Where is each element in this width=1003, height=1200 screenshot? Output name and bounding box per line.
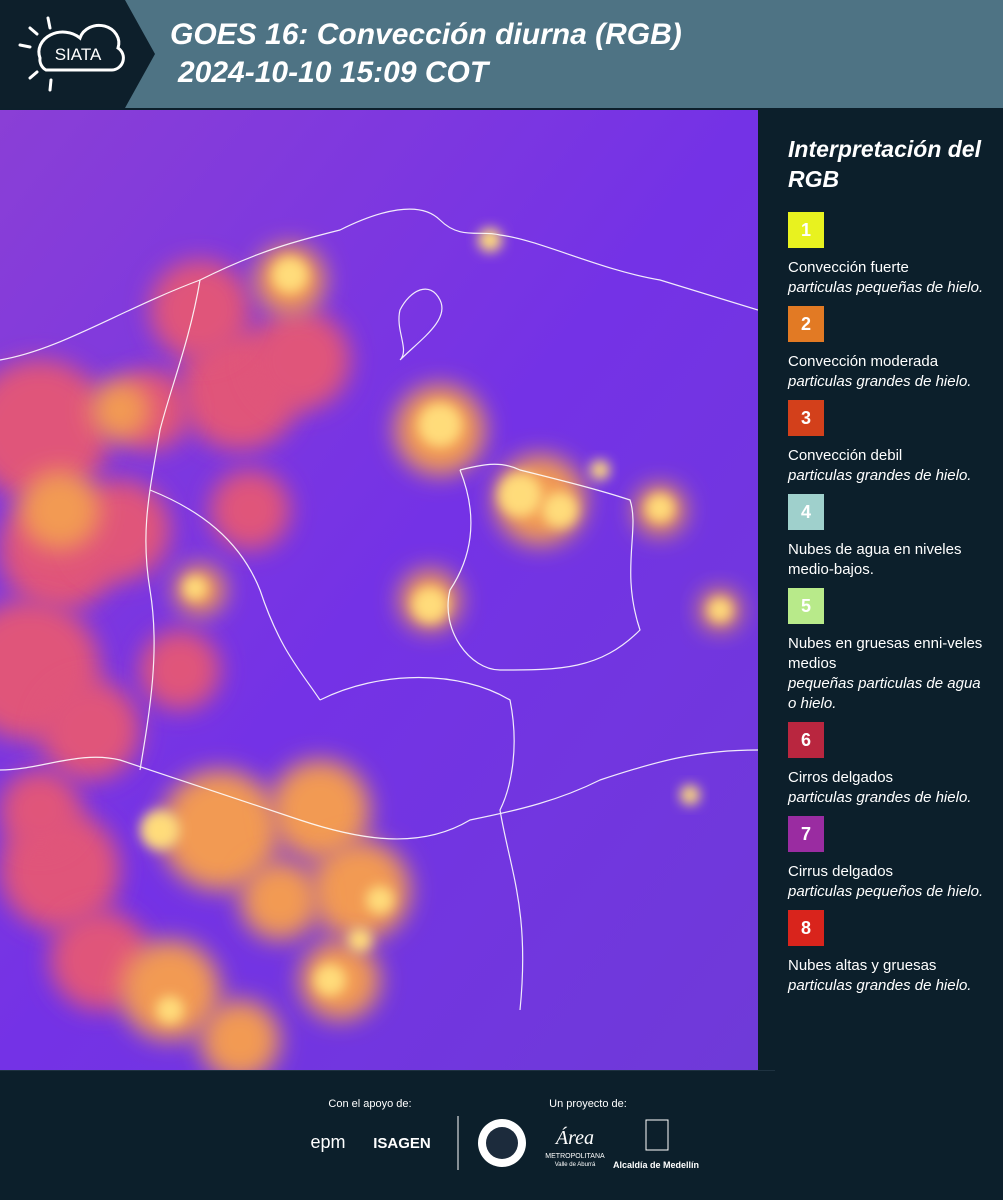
sponsor-epm: epm (310, 1132, 345, 1152)
legend-item: 2 Convección moderada particulas grandes d… (788, 306, 988, 392)
cloud (708, 598, 732, 622)
cloud (498, 473, 542, 517)
legend-item-title: Nubes en gruesas enni-veles medios (788, 635, 983, 672)
legend: Interpretación del RGB 1 Convección fuert… (788, 134, 988, 1004)
legend-item: 4 Nubes de agua en niveles medio-bajos. (788, 494, 988, 580)
area-sub: METROPOLITANA (545, 1153, 605, 1160)
cloud (183, 576, 207, 600)
cloud (240, 860, 320, 940)
legend-item: 3 Convección debil particulas grandes de h… (788, 400, 988, 486)
legend-item-subtitle: particulas grandes de hielo. (788, 977, 972, 994)
area-logo: Área (554, 1126, 594, 1149)
cloud (366, 886, 394, 914)
subtitle: 2024-10-10 15:09 COT (177, 56, 491, 89)
legend-item-title: Convección moderada (788, 353, 939, 370)
sponsor-isagen: ISAGEN (373, 1135, 431, 1152)
legend-swatch: 3 (788, 400, 824, 436)
cloud (120, 940, 220, 1040)
cloud (272, 257, 308, 293)
legend-item: 8 Nubes altas y gruesas particulas grandes… (788, 910, 988, 996)
cloud (270, 760, 370, 860)
borders (0, 208, 758, 1011)
legend-swatch: 7 (788, 816, 824, 852)
logo-icon (18, 16, 125, 92)
legend-item-title: Nubes de agua en niveles medio-bajos. (788, 541, 962, 578)
legend-swatch: 8 (788, 910, 824, 946)
legend-item: 5 Nubes en gruesas enni-veles medios peque… (788, 588, 988, 714)
cloud (150, 260, 250, 360)
legend-item-subtitle: particulas grandes de hielo. (788, 373, 972, 390)
legend-item-title: Convección debil (788, 447, 903, 464)
legend-item-subtitle: particulas pequeños de hielo. (788, 883, 984, 900)
area-sub2: Valle de Aburrá (555, 1162, 596, 1168)
legend-item: 6 Cirros delgados particulas grandes de hi… (788, 722, 988, 808)
emblem-inner (486, 1127, 518, 1159)
legend-item-title: Convección fuerte (788, 259, 909, 276)
legend-swatch: 2 (788, 306, 824, 342)
legend-item: 7 Cirrus delgados particulas pequeños de h… (788, 816, 988, 902)
cloud (310, 840, 410, 940)
cloud (418, 403, 462, 447)
satellite-image (0, 110, 758, 1070)
cloud (200, 1000, 280, 1070)
alcaldia-shield (645, 1119, 669, 1151)
legend-item-title: Nubes altas y gruesas (788, 957, 937, 974)
legend-item-title: Cirrus delgados (788, 863, 894, 880)
cloud (680, 785, 700, 805)
legend-swatch: 5 (788, 588, 824, 624)
legend-item-title: Cirros delgados (788, 769, 894, 786)
cloud-layer (0, 228, 740, 1070)
support-label: Con el apoyo de: (328, 1098, 411, 1110)
cloud (478, 228, 502, 252)
legend-item-subtitle: particulas grandes de hielo. (788, 789, 972, 806)
legend-title: Interpretación del RGB (788, 136, 981, 192)
project-label: Un proyecto de: (549, 1098, 627, 1110)
cloud (314, 964, 346, 996)
footer: Con el apoyo de: Un proyecto de: epm ISA… (0, 1070, 1003, 1200)
cloud (542, 492, 578, 528)
logo-text: SIATA (55, 45, 102, 64)
cloud (160, 770, 280, 890)
cloud (140, 810, 180, 850)
title: GOES 16: Convección diurna (RGB) (170, 18, 682, 51)
legend-swatch: 6 (788, 722, 824, 758)
cloud (140, 630, 220, 710)
legend-item-subtitle: pequeñas particulas de agua o hielo. (788, 675, 981, 712)
cloud (0, 360, 110, 500)
cloud (590, 460, 610, 480)
header: SIATA GOES 16: Convección diurna (RGB) 2… (0, 0, 1003, 108)
alcaldia: Alcaldía de Medellín (613, 1160, 699, 1170)
cloud (20, 470, 100, 550)
legend-items: 1 Convección fuerte particulas pequeñas de… (788, 212, 988, 996)
cloud (646, 494, 674, 522)
cloud (90, 380, 150, 440)
cloud (0, 770, 80, 850)
cloud (156, 996, 184, 1024)
legend-swatch: 4 (788, 494, 824, 530)
header-band (125, 0, 1003, 108)
cloud (412, 587, 448, 623)
cloud (210, 470, 290, 550)
cloud (250, 310, 350, 410)
legend-swatch: 1 (788, 212, 824, 248)
legend-item: 1 Convección fuerte particulas pequeñas de… (788, 212, 988, 298)
cloud (40, 680, 140, 780)
legend-item-subtitle: particulas grandes de hielo. (788, 467, 972, 484)
legend-item-subtitle: particulas pequeñas de hielo. (788, 279, 984, 296)
cloud (348, 928, 372, 952)
